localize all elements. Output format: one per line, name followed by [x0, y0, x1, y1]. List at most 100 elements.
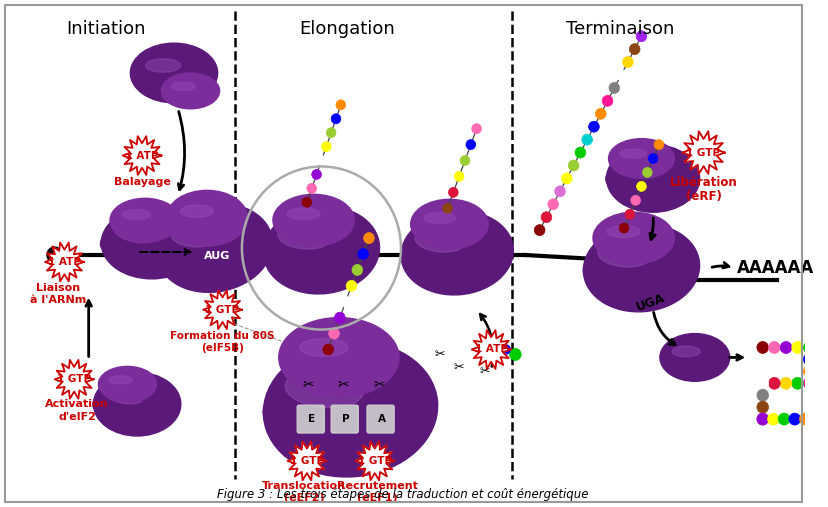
Circle shape — [588, 121, 599, 132]
Circle shape — [321, 141, 330, 152]
Circle shape — [534, 225, 544, 236]
Ellipse shape — [171, 83, 195, 90]
Ellipse shape — [401, 219, 474, 267]
Circle shape — [615, 69, 626, 81]
Circle shape — [363, 233, 373, 243]
Ellipse shape — [102, 373, 136, 388]
Text: ✂: ✂ — [373, 378, 385, 392]
Ellipse shape — [135, 55, 186, 79]
Text: Recrutement: Recrutement — [337, 481, 417, 491]
Text: Libération: Libération — [669, 176, 737, 189]
Ellipse shape — [130, 43, 218, 103]
Ellipse shape — [277, 225, 330, 249]
Circle shape — [624, 209, 634, 219]
Ellipse shape — [300, 339, 348, 356]
Circle shape — [575, 147, 585, 158]
Text: Elongation: Elongation — [299, 20, 394, 38]
Text: 1 ATP: 1 ATP — [474, 344, 507, 354]
Polygon shape — [355, 442, 393, 480]
Text: Activation: Activation — [46, 399, 108, 409]
Text: UGA: UGA — [634, 292, 667, 314]
Ellipse shape — [618, 158, 659, 178]
Ellipse shape — [607, 226, 639, 237]
Ellipse shape — [659, 334, 729, 381]
Polygon shape — [681, 131, 724, 174]
Circle shape — [779, 377, 791, 389]
Text: (eEF1): (eEF1) — [357, 493, 397, 502]
Circle shape — [636, 182, 646, 191]
Ellipse shape — [161, 73, 219, 109]
Circle shape — [791, 342, 802, 353]
Text: Figure 3 : Les trois étapes de la traduction et coût énergétique: Figure 3 : Les trois étapes de la traduc… — [217, 488, 588, 501]
Circle shape — [322, 344, 333, 355]
Polygon shape — [287, 442, 326, 480]
Ellipse shape — [272, 194, 354, 246]
Text: Formation du 80S: Formation du 80S — [170, 331, 274, 341]
Ellipse shape — [93, 379, 151, 413]
Text: Initiation: Initiation — [66, 20, 146, 38]
Ellipse shape — [146, 59, 181, 73]
Circle shape — [326, 128, 335, 137]
Ellipse shape — [663, 343, 704, 363]
Ellipse shape — [262, 354, 376, 430]
Ellipse shape — [114, 222, 159, 243]
Circle shape — [471, 124, 481, 134]
Circle shape — [619, 223, 628, 233]
Ellipse shape — [415, 229, 465, 252]
Circle shape — [330, 114, 340, 124]
Ellipse shape — [181, 205, 213, 218]
Circle shape — [352, 265, 362, 275]
Ellipse shape — [166, 190, 248, 246]
Text: 1 GTP: 1 GTP — [205, 305, 239, 315]
Circle shape — [595, 108, 605, 119]
Ellipse shape — [597, 222, 644, 244]
Circle shape — [509, 348, 521, 360]
FancyBboxPatch shape — [367, 405, 393, 433]
Text: ✂: ✂ — [454, 361, 464, 374]
Circle shape — [647, 154, 657, 163]
Ellipse shape — [286, 333, 355, 366]
Circle shape — [358, 248, 368, 260]
Text: ✂: ✂ — [301, 378, 313, 392]
Ellipse shape — [401, 211, 513, 295]
Circle shape — [581, 134, 592, 145]
Text: 1 GTP: 1 GTP — [290, 456, 324, 466]
Text: d'eIF2: d'eIF2 — [58, 412, 96, 422]
Polygon shape — [55, 360, 94, 399]
Circle shape — [768, 377, 779, 389]
Ellipse shape — [157, 210, 231, 264]
Text: 1 GTP: 1 GTP — [57, 374, 91, 384]
Ellipse shape — [608, 138, 674, 178]
Text: 1 GTP: 1 GTP — [358, 456, 392, 466]
Circle shape — [756, 389, 768, 401]
Circle shape — [756, 413, 768, 425]
Circle shape — [756, 342, 768, 353]
Circle shape — [335, 100, 345, 110]
Ellipse shape — [114, 206, 155, 225]
Ellipse shape — [619, 149, 646, 158]
Ellipse shape — [583, 224, 699, 312]
Circle shape — [335, 312, 344, 323]
Ellipse shape — [597, 242, 649, 267]
Text: P: P — [341, 414, 349, 424]
Ellipse shape — [108, 376, 132, 384]
Text: x ATP: x ATP — [126, 151, 158, 161]
Circle shape — [622, 57, 633, 67]
Ellipse shape — [263, 341, 437, 477]
Text: Balayage: Balayage — [113, 177, 171, 188]
Circle shape — [601, 95, 612, 106]
Circle shape — [635, 31, 646, 42]
Ellipse shape — [583, 232, 658, 282]
Circle shape — [756, 413, 768, 425]
Ellipse shape — [278, 318, 398, 397]
Polygon shape — [203, 291, 242, 329]
Text: Translocation: Translocation — [262, 481, 345, 491]
Circle shape — [802, 342, 814, 353]
Circle shape — [802, 353, 814, 366]
Ellipse shape — [263, 214, 339, 264]
Circle shape — [791, 377, 802, 389]
Circle shape — [788, 413, 800, 425]
Text: (eIF5B): (eIF5B) — [201, 343, 243, 353]
Ellipse shape — [100, 214, 167, 254]
Circle shape — [448, 188, 458, 197]
